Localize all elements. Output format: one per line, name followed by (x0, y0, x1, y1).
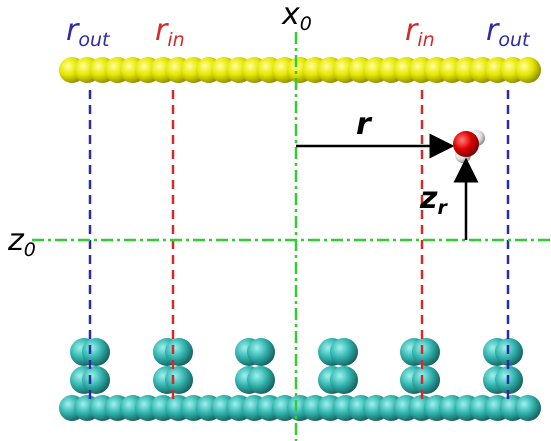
atom (330, 366, 358, 394)
symbol: z (7, 223, 25, 258)
symbol: z (419, 181, 438, 216)
atom (82, 366, 110, 394)
atom (515, 395, 541, 421)
subscript: in (167, 29, 184, 51)
subscript: in (417, 29, 434, 51)
z0-label: z0 (7, 223, 36, 261)
left-r-out-label: rout (66, 13, 111, 51)
labels: rout rin x0 rin rout z0 r zr (7, 0, 531, 261)
subscript: 0 (300, 13, 312, 35)
symbol: x (281, 0, 300, 32)
x0-label: x0 (281, 0, 312, 35)
atom (165, 366, 193, 394)
atom (247, 338, 275, 366)
top-surface (59, 57, 541, 83)
subscript: r (437, 197, 448, 219)
symbol: r (155, 13, 169, 48)
symbol: r (66, 13, 80, 48)
right-r-in-label: rin (405, 13, 435, 51)
r-label: r (356, 107, 373, 142)
atom (165, 338, 193, 366)
left-r-in-label: rin (155, 13, 185, 51)
water-molecule (453, 130, 485, 163)
atom (412, 366, 440, 394)
atom (515, 57, 541, 83)
guide-lines (32, 32, 551, 441)
atom (247, 366, 275, 394)
subscript: out (498, 29, 531, 51)
symbol: r (405, 13, 419, 48)
atom (330, 338, 358, 366)
right-r-out-label: rout (486, 13, 531, 51)
atom (412, 338, 440, 366)
zr-label: zr (419, 181, 448, 219)
subscript: out (78, 29, 111, 51)
bottom-surface (59, 338, 541, 421)
symbol: r (486, 13, 500, 48)
subscript: 0 (24, 239, 36, 261)
atom (82, 338, 110, 366)
